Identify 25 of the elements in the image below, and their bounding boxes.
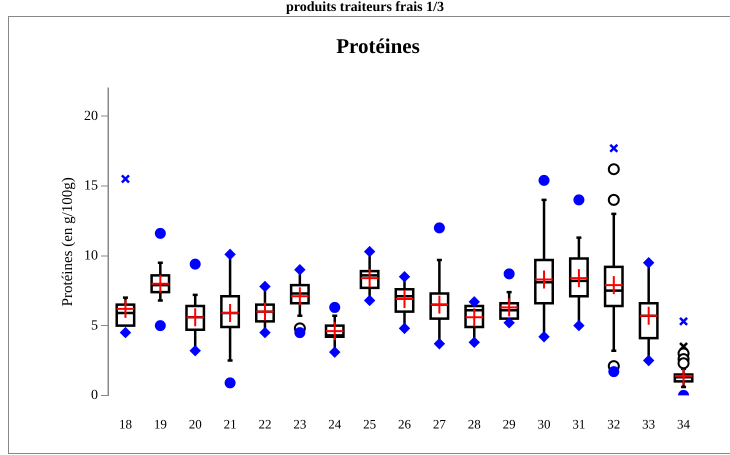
x-tick-label: 34 xyxy=(677,416,691,432)
y-axis-title: Protéines (en g/100g) xyxy=(60,177,76,306)
x-tick-label: 28 xyxy=(468,416,481,432)
x-tick-label: 19 xyxy=(154,416,167,432)
x-tick-label: 20 xyxy=(188,416,202,432)
text: produits traiteurs frais 1/3 xyxy=(284,0,445,15)
x-tick-label: 23 xyxy=(293,416,306,432)
x-tick-label: 21 xyxy=(224,416,237,432)
y-tick-label: 0 xyxy=(91,388,98,404)
y-tick-label: 20 xyxy=(84,108,98,124)
y-tick-label: 15 xyxy=(84,178,98,194)
y-tick-label: 10 xyxy=(84,248,98,264)
y-tick-label: 5 xyxy=(91,318,98,334)
x-tick-label: 24 xyxy=(328,416,342,432)
x-tick-label: 31 xyxy=(572,416,586,432)
x-tick-label: 27 xyxy=(432,416,446,432)
x-tick-label: 29 xyxy=(502,416,516,432)
x-tick-label: 30 xyxy=(538,416,551,432)
x-tick-label: 32 xyxy=(607,416,620,432)
x-tick-label: 22 xyxy=(258,416,272,432)
x-tick-label: 26 xyxy=(398,416,412,432)
x-tick-label: 18 xyxy=(118,416,132,432)
x-tick-label: 25 xyxy=(363,416,376,432)
x-tick-label: 33 xyxy=(642,416,656,432)
chart-title: Protéines xyxy=(336,34,420,58)
